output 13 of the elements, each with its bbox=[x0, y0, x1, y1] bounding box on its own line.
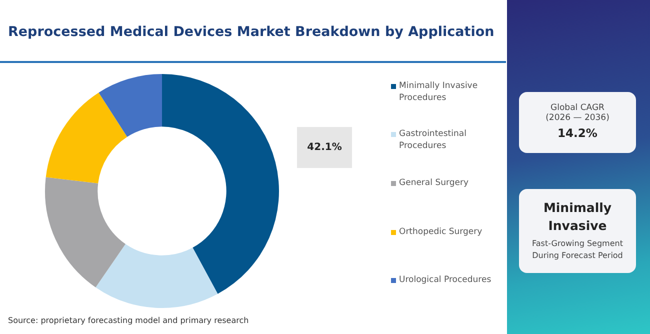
text: Fast-Growing Segment During Forecast Period bbox=[531, 238, 624, 262]
legend-label: Minimally Invasive Procedures bbox=[399, 80, 479, 104]
chart-title: Reprocessed Medical Devices Market Breakdown by Application bbox=[8, 24, 494, 40]
text: (2026 — 2036) bbox=[544, 113, 610, 123]
legend-label: Urological Procedures bbox=[399, 274, 492, 286]
text: Global CAGR bbox=[550, 103, 606, 113]
legend-label: General Surgery bbox=[399, 177, 468, 189]
text: 14.2% bbox=[556, 126, 598, 140]
legend-label: Orthopedic Surgery bbox=[399, 226, 482, 238]
text: Minimally Invasive bbox=[542, 199, 613, 235]
legend-label: Gastrointestinal Procedures bbox=[399, 128, 468, 152]
data-label: 42.1% bbox=[307, 142, 342, 154]
source-note: Source: proprietary forecasting model and primary research bbox=[8, 316, 249, 325]
